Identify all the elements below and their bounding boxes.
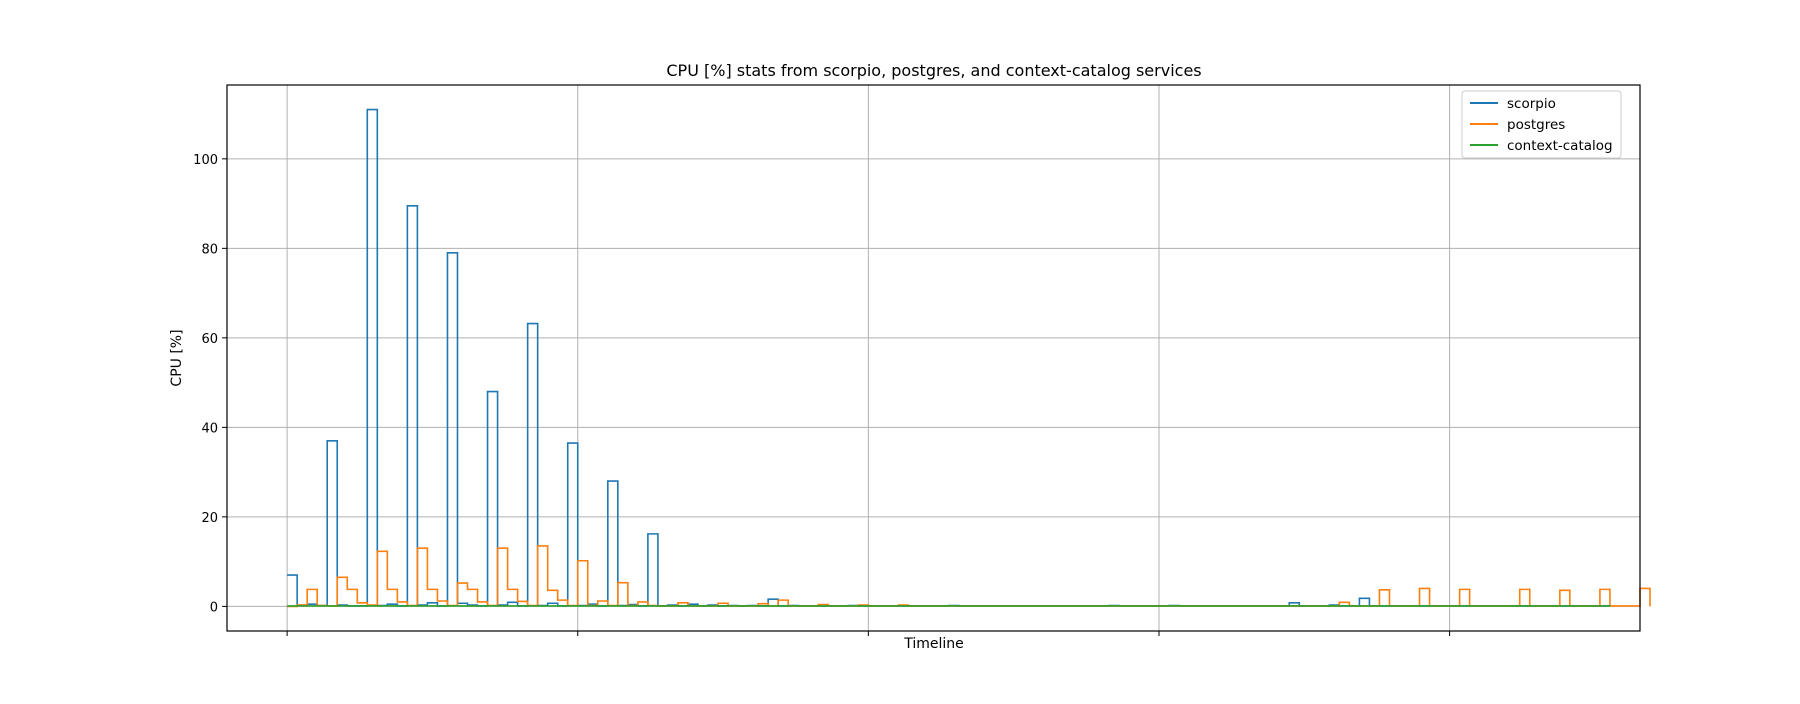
y-tick-label: 100 [193,153,218,168]
y-axis-label: CPU [%] [169,329,185,386]
chart-title: CPU [%] stats from scorpio, postgres, an… [666,61,1201,80]
x-axis-label: Timeline [903,636,964,652]
legend-label: context-catalog [1507,138,1613,154]
legend-label: postgres [1507,117,1565,133]
y-tick-label: 80 [201,242,218,257]
legend-label: scorpio [1507,96,1556,112]
legend: scorpio postgres context-catalog [1462,91,1621,158]
y-tick-label: 60 [201,332,218,347]
y-tick-label: 40 [201,421,218,436]
y-tick-label: 20 [201,511,218,526]
y-tick-label: 0 [210,600,218,615]
